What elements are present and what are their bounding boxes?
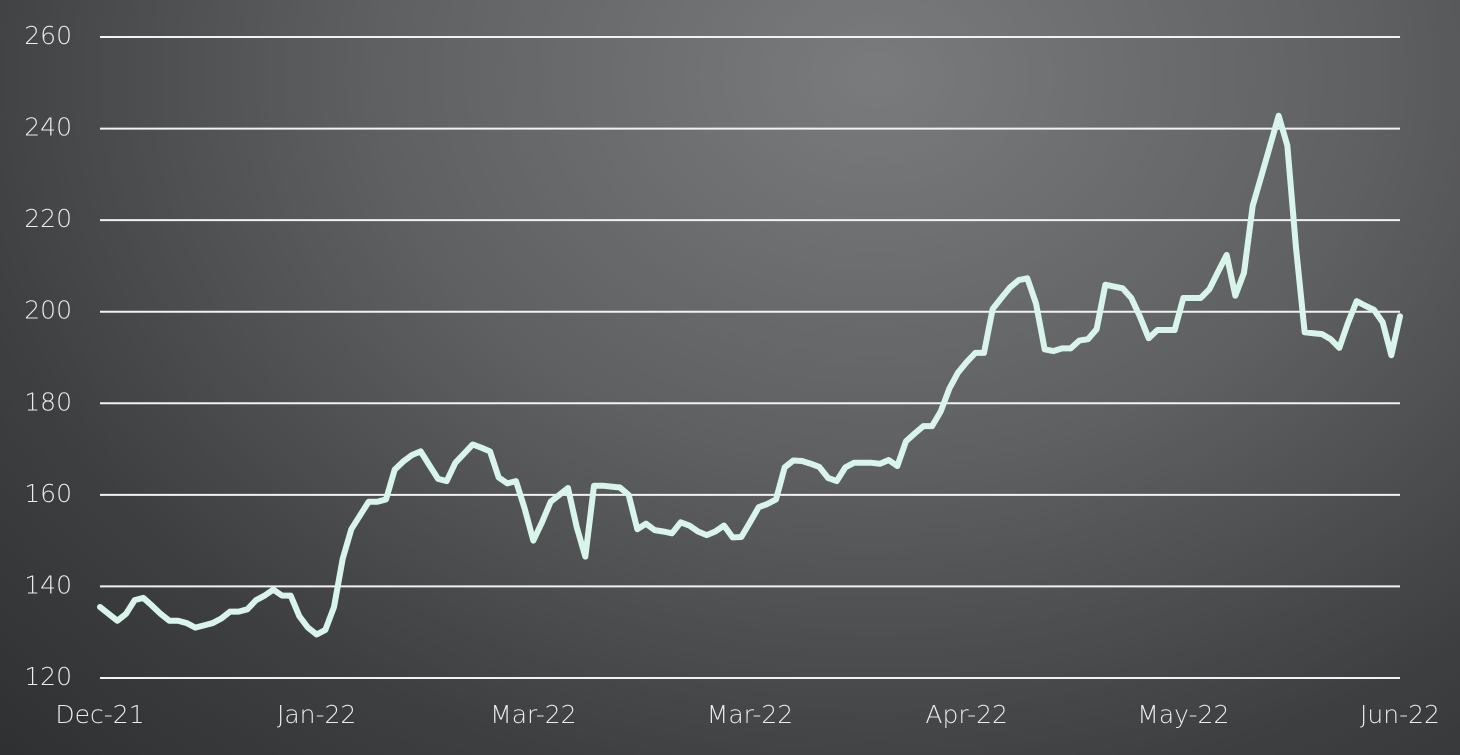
x-tick-label: Jan-22 <box>277 700 356 729</box>
x-tick-label: Jun-22 <box>1360 700 1440 729</box>
x-tick-label: May-22 <box>1137 700 1229 729</box>
y-tick-label: 160 <box>24 479 72 508</box>
y-tick-label: 200 <box>24 296 72 325</box>
y-tick-label: 140 <box>24 570 72 599</box>
x-tick-label: Apr-22 <box>925 700 1007 729</box>
y-tick-label: 240 <box>24 113 72 142</box>
x-tick-label: Mar-22 <box>707 700 793 729</box>
y-tick-label: 180 <box>24 387 72 416</box>
y-tick-label: 260 <box>24 21 72 50</box>
data-line <box>97 112 1403 638</box>
x-tick-label: Dec-21 <box>55 700 144 729</box>
x-tick-label: Mar-22 <box>490 700 576 729</box>
y-tick-label: 120 <box>24 662 72 691</box>
y-tick-label: 220 <box>24 204 72 233</box>
